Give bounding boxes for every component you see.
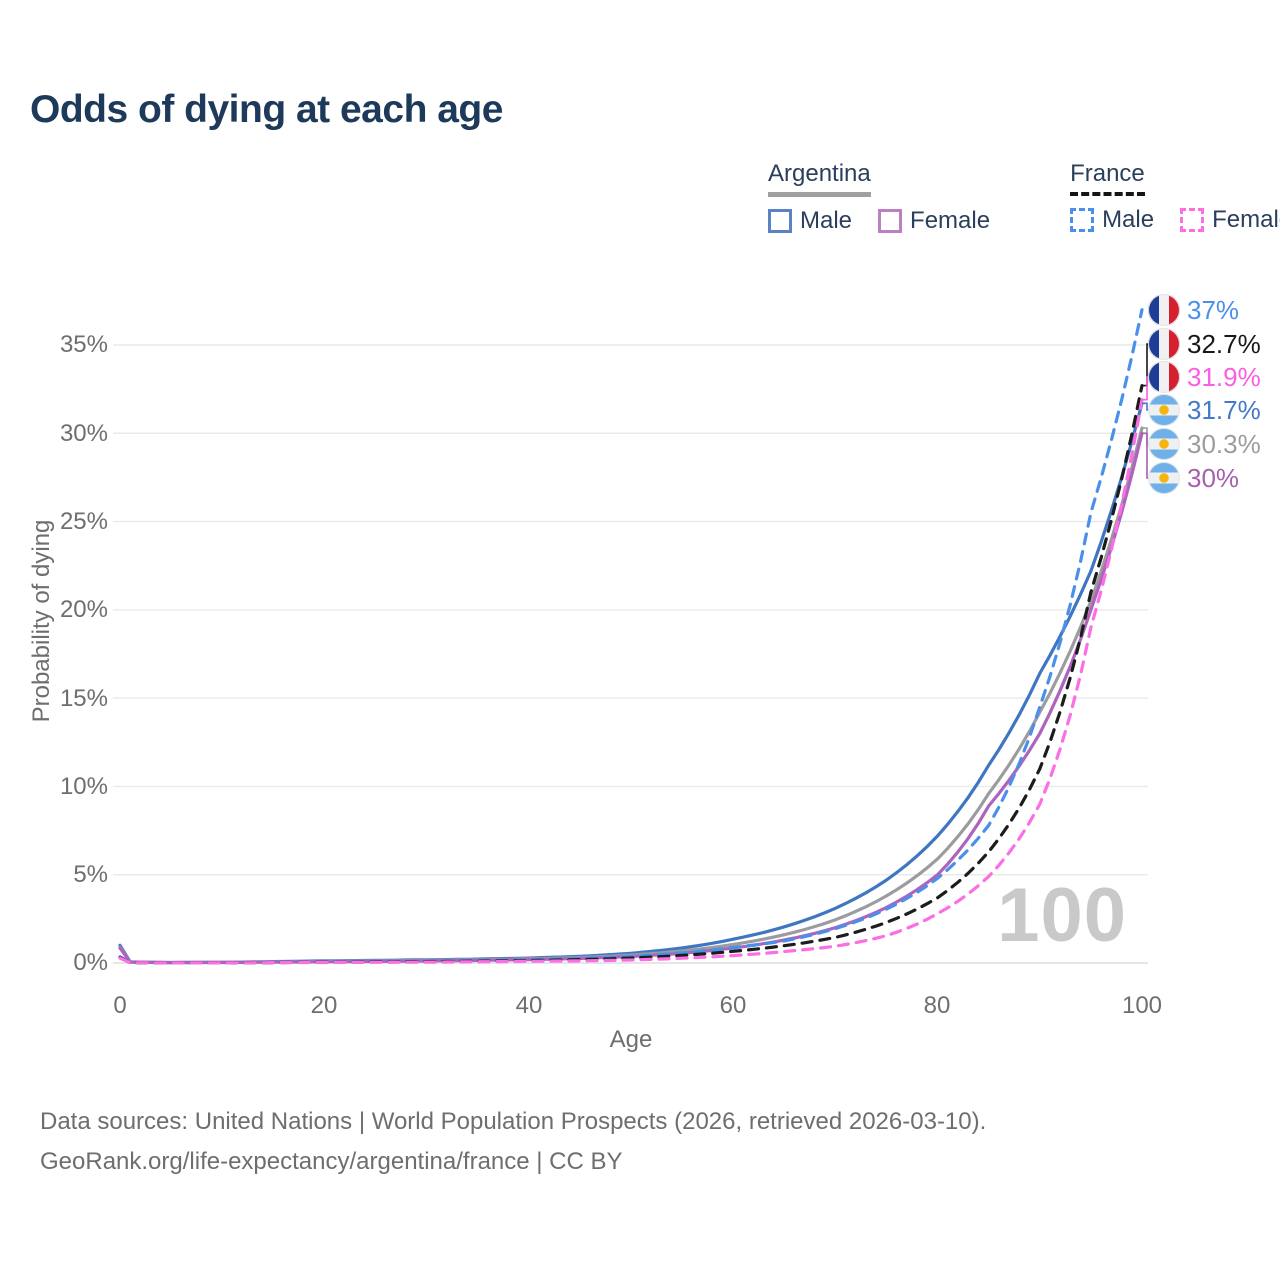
legend: Argentina Male Female France Male Female	[768, 160, 1280, 235]
legend-header-france[interactable]: France	[1070, 160, 1145, 196]
x-tick-40: 40	[515, 992, 543, 1019]
x-tick-0: 0	[113, 992, 127, 1019]
page-title: Odds of dying at each age	[30, 88, 503, 131]
france-female-swatch-icon	[1180, 208, 1205, 232]
end-label-value: 31.7%	[1187, 394, 1261, 425]
argentina-flag-icon	[1148, 394, 1180, 426]
france-male-swatch-icon	[1070, 208, 1095, 232]
end-label-argentina-male: 31.7%	[1148, 393, 1261, 427]
x-tick-100: 100	[1121, 992, 1163, 1019]
end-label-value: 32.7%	[1187, 328, 1261, 359]
y-tick-25: 25%	[59, 508, 108, 535]
x-axis-title: Age	[609, 1026, 653, 1053]
x-tick-60: 60	[719, 992, 747, 1019]
y-tick-0: 0%	[73, 949, 108, 976]
argentina-male-swatch-icon	[768, 209, 792, 233]
end-label-value: 30%	[1187, 462, 1240, 493]
y-tick-5: 5%	[73, 861, 108, 888]
x-tick-80: 80	[923, 992, 951, 1019]
legend-group-france: France Male Female	[1070, 160, 1280, 235]
legend-group-argentina: Argentina Male Female	[768, 160, 990, 235]
france-flag-icon	[1148, 294, 1180, 326]
argentina-female-swatch-icon	[878, 209, 903, 233]
end-label-value: 30.3%	[1187, 428, 1261, 459]
y-tick-20: 20%	[59, 596, 108, 623]
age-counter-watermark: 100	[997, 873, 1127, 958]
france-flag-icon	[1148, 361, 1180, 393]
end-label-argentina-all: 30.3%	[1148, 427, 1261, 461]
end-label-france-all: 32.7%	[1148, 327, 1261, 361]
argentina-flag-icon	[1148, 428, 1180, 460]
legend-label: Male	[1102, 206, 1155, 233]
france-flag-icon	[1148, 328, 1180, 360]
legend-label: Female	[1212, 206, 1280, 233]
attribution-text: GeoRank.org/life-expectancy/argentina/fr…	[40, 1148, 623, 1175]
y-tick-10: 10%	[59, 773, 108, 800]
legend-label: Male	[800, 207, 853, 234]
end-label-value: 31.9%	[1187, 361, 1261, 392]
line-france-female[interactable]	[118, 398, 1144, 965]
y-tick-35: 35%	[59, 331, 108, 358]
end-label-france-female: 31.9%	[1148, 360, 1261, 394]
y-tick-30: 30%	[59, 420, 108, 447]
data-sources-text: Data sources: United Nations | World Pop…	[40, 1108, 987, 1135]
legend-item-argentina-male[interactable]: Male	[768, 207, 852, 235]
line-argentina-all[interactable]	[118, 426, 1144, 965]
legend-header-argentina[interactable]: Argentina	[768, 160, 871, 197]
end-label-argentina-female: 30%	[1148, 461, 1239, 495]
legend-item-france-female[interactable]: Female	[1180, 206, 1280, 234]
argentina-flag-icon	[1148, 462, 1180, 494]
legend-item-france-male[interactable]: Male	[1070, 206, 1154, 234]
end-label-value: 37%	[1187, 294, 1240, 325]
end-label-france-male: 37%	[1148, 293, 1239, 327]
legend-item-argentina-female[interactable]: Female	[878, 207, 990, 235]
legend-label: Female	[910, 207, 991, 234]
line-france-male[interactable]	[118, 308, 1144, 965]
x-tick-20: 20	[310, 992, 338, 1019]
y-tick-15: 15%	[59, 685, 108, 712]
